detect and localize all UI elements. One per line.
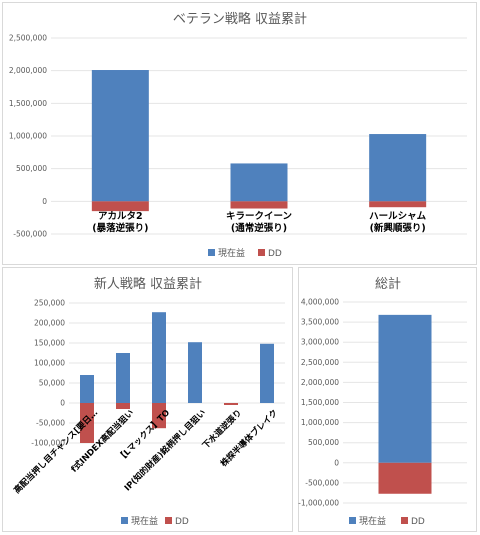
y-tick-label: 3,500,000 (301, 318, 339, 327)
chart-legend: 現在益 DD (208, 247, 282, 259)
y-tick-label: 150,000 (34, 339, 65, 348)
total-chart: 総計 4,000,000 3,500,000 3,000,000 2,500,000 2… (298, 276, 467, 527)
legend-swatch-dd (165, 517, 172, 524)
bar-current-profit (188, 342, 202, 403)
legend-label-dd: DD (411, 517, 425, 527)
bar-current-profit (80, 375, 94, 403)
veteran-chart: ベテラン戦略 収益累計 2,500,000 2,000,000 1,500,000 1… (9, 11, 467, 259)
chart-title: 新人戦略 収益累計 (94, 276, 202, 292)
y-tick-label: 50,000 (39, 379, 65, 388)
y-tick-label: 100,000 (34, 359, 65, 368)
legend-swatch-dd (258, 249, 265, 256)
y-tick-label: 4,000,000 (301, 298, 339, 307)
y-tick-label: 200,000 (34, 319, 65, 328)
bar-drawdown (378, 462, 432, 494)
legend-swatch-current (121, 517, 128, 524)
y-tick-label: -500,000 (305, 478, 339, 487)
legend-swatch-current (208, 249, 215, 256)
category-label: キラークイーン (226, 211, 292, 222)
y-tick-label: -50,000 (36, 419, 65, 428)
legend-label-current: 現在益 (131, 515, 158, 527)
bar-drawdown (116, 403, 130, 409)
bar-drawdown (80, 403, 94, 443)
bar-current-profit (260, 343, 274, 403)
total-chart-panel: 総計 4,000,000 3,500,000 3,000,000 2,500,000 2… (298, 267, 477, 532)
y-tick-label: 1,500,000 (301, 398, 339, 407)
y-tick-label: 2,500,000 (9, 34, 47, 43)
y-tick-label: 0 (334, 458, 339, 467)
y-tick-label: 0 (42, 197, 47, 206)
bar-drawdown (230, 201, 288, 209)
y-tick-label: -100,000 (31, 439, 65, 448)
legend-label-current: 現在益 (218, 247, 245, 259)
y-tick-label: 1,000,000 (301, 418, 339, 427)
bar-drawdown (91, 201, 149, 212)
bar-current-profit (230, 163, 288, 202)
chart-title: ベテラン戦略 収益累計 (173, 11, 307, 27)
category-label: (新興順張り) (370, 222, 426, 234)
y-tick-label: 3,000,000 (301, 338, 339, 347)
y-tick-label: -1,000,000 (298, 499, 339, 508)
y-tick-label: -500,000 (13, 230, 47, 239)
bar-current-profit (369, 134, 427, 202)
y-tick-label: 2,500,000 (301, 358, 339, 367)
y-tick-label: 1,000,000 (9, 132, 47, 141)
y-tick-label: 1,500,000 (9, 99, 47, 108)
bar-current-profit (152, 312, 166, 403)
chart-legend: 現在益 DD (121, 515, 189, 527)
category-label: アカルタ2 (98, 210, 143, 222)
legend-label-current: 現在益 (359, 515, 386, 527)
legend-swatch-current (349, 517, 356, 524)
newcomer-chart-panel: 新人戦略 収益累計 250,000 200,000 150,000 100,000 50… (2, 267, 293, 532)
chart-title: 総計 (375, 276, 401, 292)
category-label: ハールシャム (369, 211, 427, 222)
legend-label-dd: DD (268, 249, 282, 259)
bar-current-profit (116, 353, 130, 403)
y-tick-label: 500,000 (16, 164, 47, 173)
category-label: f式INDEX高配当狙い (69, 407, 136, 474)
y-tick-label: 2,000,000 (301, 378, 339, 387)
bar-current-profit (91, 70, 149, 202)
veteran-chart-panel: ベテラン戦略 収益累計 2,500,000 2,000,000 1,500,000 1… (2, 2, 477, 265)
legend-label-dd: DD (175, 517, 189, 527)
category-label: (通常逆張り) (231, 222, 287, 234)
bar-drawdown (369, 201, 427, 208)
y-tick-label: 250,000 (34, 299, 65, 308)
bar-drawdown (224, 403, 238, 405)
y-tick-label: 500,000 (308, 438, 339, 447)
y-tick-label: 0 (60, 399, 65, 408)
category-label: (暴落逆張り) (92, 222, 148, 234)
chart-legend: 現在益 DD (349, 515, 425, 527)
bar-current-profit (378, 314, 432, 463)
bar-drawdown (152, 403, 166, 429)
legend-swatch-dd (401, 517, 408, 524)
y-tick-label: 2,000,000 (9, 66, 47, 75)
newcomer-chart: 新人戦略 収益累計 250,000 200,000 150,000 100,000 50… (12, 276, 285, 527)
